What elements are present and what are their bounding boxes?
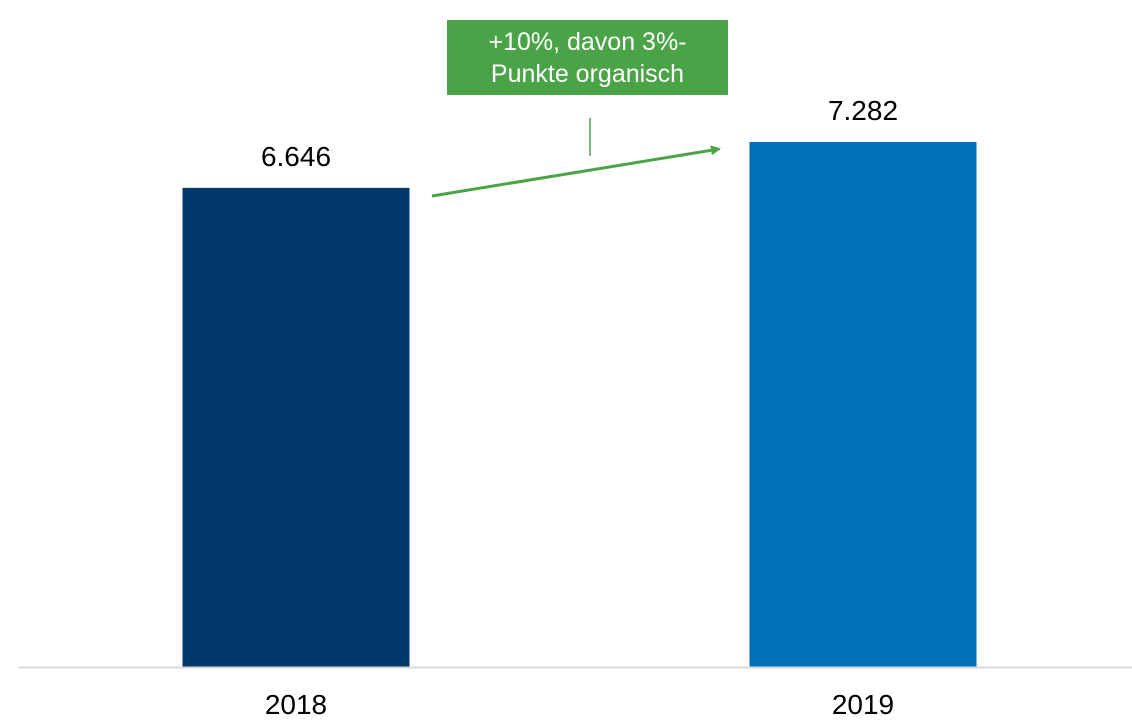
x-tick-label-2019: 2019: [832, 689, 894, 720]
annotation-line-2: Punkte organisch: [490, 60, 685, 88]
value-label-2018: 6.646: [261, 141, 331, 172]
bar-2019: [749, 142, 977, 667]
value-label-2019: 7.282: [828, 95, 898, 126]
x-tick-label-2018: 2018: [265, 689, 327, 720]
annotation-line-1: +10%, davon 3%-: [488, 28, 687, 56]
growth-annotation-box: +10%, davon 3%- Punkte organisch: [447, 20, 728, 95]
bar-2018: [182, 187, 410, 667]
growth-arrow: [431, 145, 721, 198]
